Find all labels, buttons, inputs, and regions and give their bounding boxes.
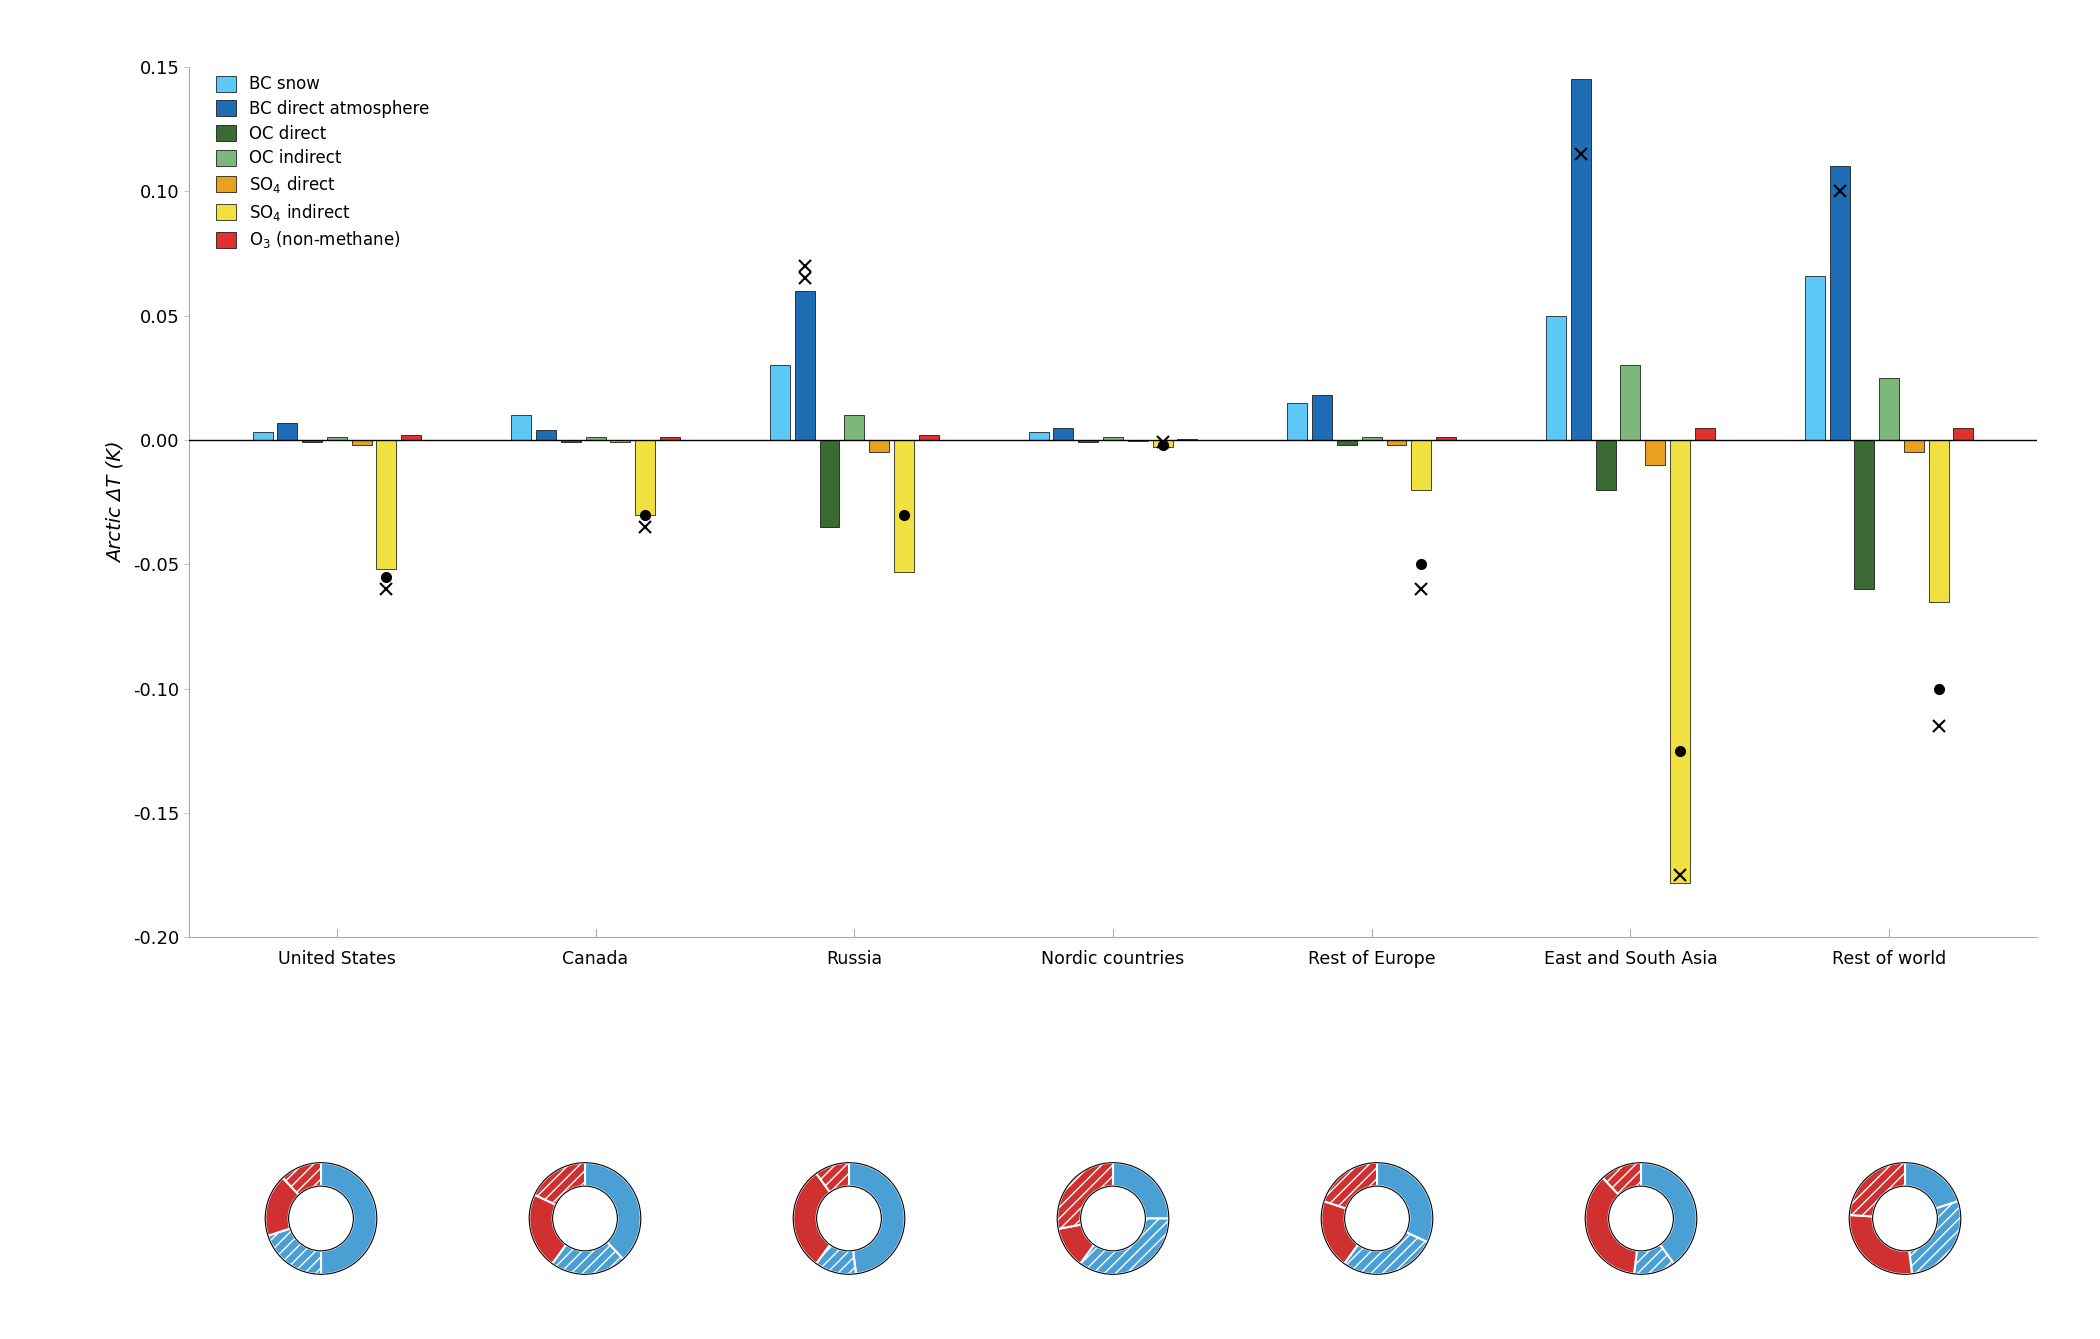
Y-axis label: Arctic ΔT (K): Arctic ΔT (K) (107, 442, 126, 562)
Wedge shape (794, 1173, 830, 1264)
Bar (771, 366, 790, 441)
Wedge shape (284, 1162, 321, 1194)
Bar (561, 441, 582, 442)
Bar (1102, 438, 1124, 441)
Wedge shape (265, 1178, 298, 1236)
Bar (376, 441, 397, 569)
Bar (1621, 366, 1640, 441)
Text: United States: United States (277, 949, 395, 968)
Wedge shape (552, 1243, 624, 1275)
Bar (1928, 441, 1949, 601)
Text: Russia: Russia (825, 949, 882, 968)
Bar (1596, 441, 1615, 490)
Wedge shape (1321, 1201, 1359, 1264)
Wedge shape (1850, 1162, 1905, 1216)
Bar (1287, 403, 1308, 441)
Wedge shape (1909, 1201, 1961, 1273)
Bar (1436, 438, 1455, 441)
Wedge shape (321, 1162, 376, 1275)
Bar (1077, 441, 1098, 442)
Wedge shape (536, 1162, 586, 1205)
Wedge shape (1056, 1162, 1113, 1229)
Bar (1644, 441, 1665, 465)
Bar (1829, 166, 1850, 441)
Bar (1153, 441, 1172, 447)
Wedge shape (1344, 1232, 1428, 1275)
Wedge shape (817, 1245, 857, 1275)
Bar (1571, 79, 1592, 441)
Bar (659, 438, 680, 441)
Bar (895, 441, 914, 572)
Text: Canada: Canada (563, 949, 628, 968)
Text: Rest of world: Rest of world (1831, 949, 1947, 968)
Wedge shape (1586, 1178, 1636, 1273)
Bar (1312, 395, 1331, 441)
Bar (302, 441, 321, 442)
Bar (1880, 378, 1898, 441)
Bar (1905, 441, 1924, 453)
Bar (1804, 276, 1825, 441)
Wedge shape (1634, 1245, 1674, 1275)
Bar (918, 435, 939, 441)
Bar (1953, 427, 1974, 441)
Bar (536, 430, 556, 441)
Bar (586, 438, 605, 441)
Bar (277, 423, 298, 441)
Bar (1029, 432, 1048, 441)
Text: East and South Asia: East and South Asia (1544, 949, 1718, 968)
Wedge shape (1113, 1162, 1170, 1218)
Wedge shape (1850, 1214, 1911, 1275)
Bar (1854, 441, 1875, 589)
Wedge shape (1905, 1162, 1957, 1209)
Bar (510, 415, 531, 441)
Bar (1361, 438, 1382, 441)
Wedge shape (529, 1194, 567, 1264)
Wedge shape (1378, 1162, 1432, 1243)
Bar (351, 441, 372, 445)
Wedge shape (848, 1162, 905, 1273)
Wedge shape (1640, 1162, 1697, 1264)
Wedge shape (1079, 1218, 1170, 1275)
Bar (1054, 427, 1073, 441)
Bar (1695, 427, 1716, 441)
Wedge shape (817, 1162, 848, 1192)
Bar (611, 441, 630, 442)
Wedge shape (1602, 1162, 1640, 1194)
Bar (1411, 441, 1432, 490)
Bar (401, 435, 422, 441)
Bar (1670, 441, 1690, 882)
Bar (1386, 441, 1407, 445)
Bar (252, 432, 273, 441)
Bar (1546, 316, 1567, 441)
Bar (794, 291, 815, 441)
Bar (1338, 441, 1357, 445)
Bar (869, 441, 888, 453)
Bar (844, 415, 865, 441)
Wedge shape (586, 1162, 640, 1259)
Bar (634, 441, 655, 514)
Text: Rest of Europe: Rest of Europe (1308, 949, 1436, 968)
Legend: BC snow, BC direct atmosphere, OC direct, OC indirect, SO$_4$ direct, SO$_4$ ind: BC snow, BC direct atmosphere, OC direct… (216, 75, 430, 250)
Bar (328, 438, 347, 441)
Wedge shape (269, 1228, 321, 1275)
Wedge shape (1323, 1162, 1378, 1209)
Wedge shape (1058, 1225, 1094, 1264)
Text: Nordic countries: Nordic countries (1042, 949, 1184, 968)
Bar (819, 441, 840, 528)
